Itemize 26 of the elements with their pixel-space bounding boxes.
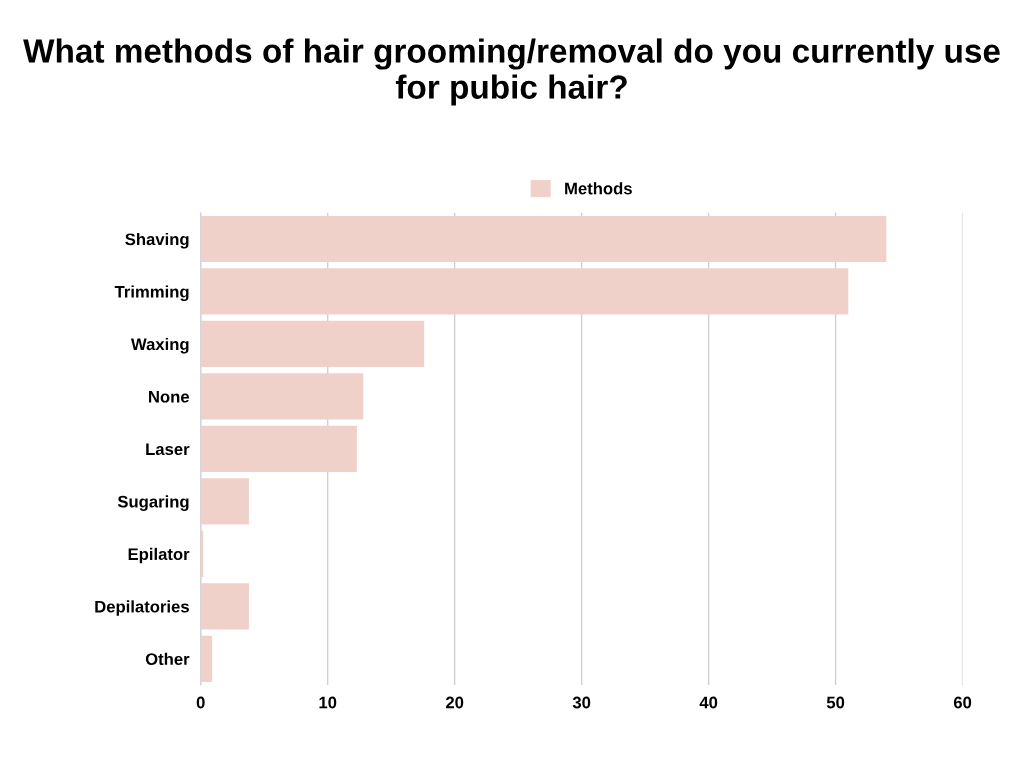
y-tick-label: Sugaring [117,495,189,511]
x-tick-label: 50 [826,696,845,709]
bar [200,373,364,420]
y-tick-label: Other [145,652,190,666]
bar [200,320,425,368]
y-tick-label: Shaving [125,232,189,249]
y-tick-label: Laser [146,443,190,456]
x-tick-label: 40 [699,696,718,709]
legend-label: Methods [565,182,632,195]
bar [200,583,249,630]
bar [200,268,849,315]
x-tick-label: 30 [572,696,591,709]
x-tick-label: 0 [196,696,205,709]
x-tick-label: 60 [953,696,972,709]
x-tick-label: 20 [445,696,464,709]
y-tick-label: Epilator [128,547,190,564]
x-tick-label: 10 [319,696,337,709]
bar [200,478,249,525]
y-tick-label: Waxing [130,337,189,354]
y-tick-label: Depilatories [95,600,189,616]
bar [200,215,887,263]
y-tick-label: Trimming [114,285,189,302]
bar [200,425,357,472]
bar [200,635,213,682]
y-tick-label: None [149,390,190,403]
chart-title: What methods of hair grooming/removal do you currently use for pubic hair? [23,38,1000,106]
